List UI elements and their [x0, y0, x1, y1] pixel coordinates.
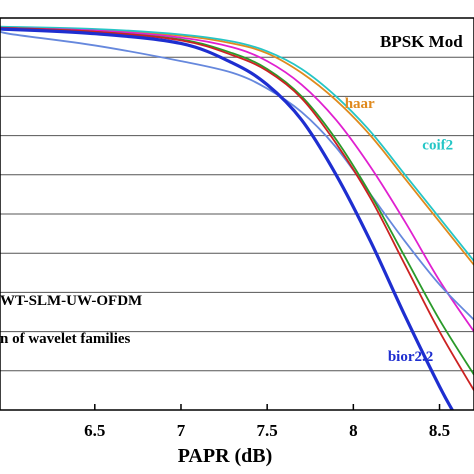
x-tick-label: 8 [349, 421, 358, 440]
series-line-haar [0, 26, 474, 266]
x-tick-label: 8.5 [429, 421, 450, 440]
scheme-annotation: WT-SLM-UW-OFDM [0, 293, 142, 309]
series-line-bior2.2 [0, 27, 455, 410]
series-labels: haar coif2 bior2.2 [345, 96, 453, 365]
comparison-annotation: n of wavelet families [0, 331, 131, 347]
x-tick-label: 7.5 [257, 421, 278, 440]
series-line-curve-5 [0, 26, 474, 391]
x-axis-label: PAPR (dB) [178, 445, 273, 467]
x-tick-label: 6.5 [84, 421, 105, 440]
series-label-haar: haar [345, 96, 375, 112]
series-layer [0, 25, 474, 410]
modulation-annotation: BPSK Mod [380, 32, 463, 51]
plot-frame [0, 17, 474, 411]
x-ticks: 6.5 7 7.5 8 8.5 [84, 404, 450, 440]
series-line-coif2 [0, 25, 474, 262]
series-label-bior2.2: bior2.2 [388, 349, 433, 365]
gridlines [0, 56, 474, 372]
series-line-curve-2 [0, 26, 474, 333]
series-label-coif2: coif2 [422, 137, 453, 153]
x-tick-label: 7 [177, 421, 186, 440]
series-line-curve-4 [0, 26, 474, 376]
